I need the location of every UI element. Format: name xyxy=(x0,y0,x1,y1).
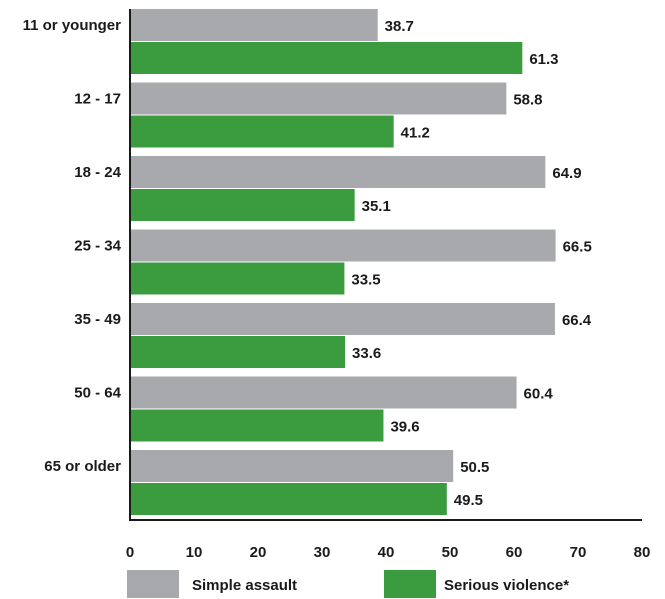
x-tick-label: 20 xyxy=(250,544,267,561)
bar xyxy=(130,450,454,482)
value-label: 66.4 xyxy=(562,312,592,329)
value-label: 41.2 xyxy=(401,125,430,142)
bar xyxy=(130,376,517,409)
x-tick-label: 60 xyxy=(506,544,523,561)
bar xyxy=(130,189,355,221)
category-label: 25 - 34 xyxy=(74,238,121,255)
bar xyxy=(130,42,523,74)
x-tick-label: 50 xyxy=(442,544,459,561)
value-label: 64.9 xyxy=(552,165,581,182)
bar xyxy=(130,262,345,295)
category-label: 18 - 24 xyxy=(74,164,121,181)
x-axis-ticks: 0 10 20 30 40 50 60 70 80 xyxy=(126,544,651,561)
bar xyxy=(130,156,546,188)
bar xyxy=(130,9,378,41)
bar xyxy=(130,303,555,335)
value-label: 60.4 xyxy=(524,386,554,403)
value-label: 61.3 xyxy=(529,51,558,68)
category-label: 65 or older xyxy=(44,458,121,475)
bar xyxy=(130,82,507,115)
x-tick-label: 70 xyxy=(570,544,587,561)
labels-layer: 11 or younger 38.7 61.3 12 - 17 58.8 41.2 18 -… xyxy=(23,17,592,509)
bars-layer xyxy=(130,9,556,515)
legend-label: Serious violence* xyxy=(444,577,569,594)
value-label: 38.7 xyxy=(385,18,414,35)
x-tick-label: 40 xyxy=(378,544,395,561)
legend: Simple assault Serious violence* xyxy=(127,570,569,598)
value-label: 66.5 xyxy=(563,239,592,256)
bar xyxy=(130,336,346,368)
category-label: 11 or younger xyxy=(23,17,122,34)
x-tick-label: 0 xyxy=(126,544,134,561)
bar xyxy=(130,409,384,442)
category-label: 35 - 49 xyxy=(74,311,121,328)
category-label: 50 - 64 xyxy=(74,385,121,402)
value-label: 50.5 xyxy=(460,459,489,476)
bar xyxy=(130,115,394,148)
value-label: 33.6 xyxy=(352,345,381,362)
value-label: 35.1 xyxy=(362,198,391,215)
bar xyxy=(130,483,447,515)
value-label: 33.5 xyxy=(351,272,380,289)
value-label: 58.8 xyxy=(513,92,542,109)
x-tick-label: 10 xyxy=(186,544,203,561)
x-tick-label: 80 xyxy=(634,544,651,561)
bar xyxy=(130,229,556,262)
legend-label: Simple assault xyxy=(192,577,297,594)
legend-swatch xyxy=(127,570,179,598)
value-label: 39.6 xyxy=(390,419,419,436)
value-label: 49.5 xyxy=(454,492,483,509)
category-label: 12 - 17 xyxy=(74,91,121,108)
legend-swatch xyxy=(384,570,436,598)
x-tick-label: 30 xyxy=(314,544,331,561)
